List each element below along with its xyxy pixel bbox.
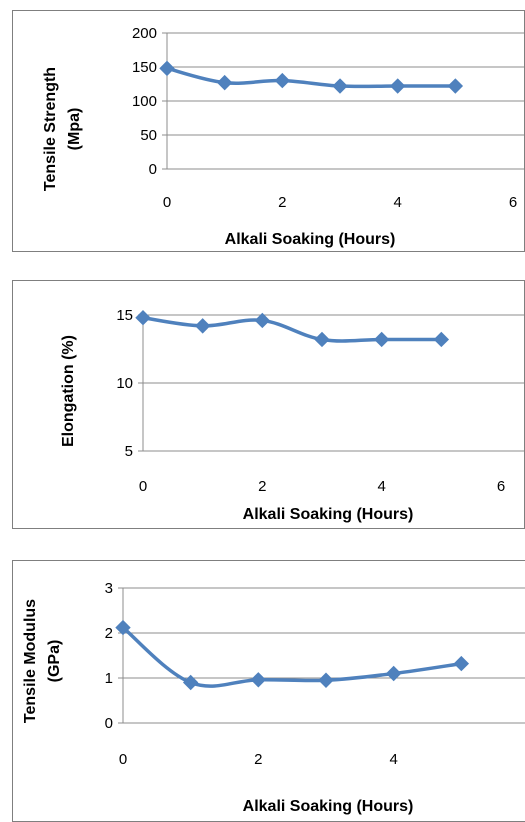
tensile-strength-x-tick-label: 6 — [509, 194, 517, 211]
tensile-strength-data-point — [275, 74, 289, 88]
elongation-chart: 5 10 15 0 2 4 6 Alkali Soaking (Hours) Elongatio… — [12, 280, 525, 529]
elongation-x-axis-title: Alkali Soaking (Hours) — [243, 506, 414, 523]
tensile-modulus-chart: 01230246Alkali Soaking (Hours)Tensile Mo… — [12, 560, 525, 822]
tensile-strength-data-point — [448, 79, 462, 93]
elongation-y-axis-title: Elongation (%) — [60, 335, 77, 447]
tensile-strength-data-point — [218, 76, 232, 90]
tensile-modulus-y-tick-label: 1 — [105, 670, 113, 687]
tensile-strength-plot: 0 50 100 150 200 0 2 4 6 Alkali Soaking (Hours) Te… — [13, 11, 524, 251]
tensile-modulus-series-line — [123, 628, 461, 687]
tensile-modulus-y-axis-title: (GPa) — [46, 640, 63, 683]
elongation-y-tick-label: 15 — [116, 307, 133, 324]
tensile-modulus-y-tick-label: 0 — [105, 715, 113, 732]
tensile-modulus-x-tick-label: 2 — [254, 751, 262, 768]
elongation-data-point — [315, 332, 329, 346]
tensile-strength-data-point — [160, 61, 174, 75]
tensile-strength-y-tick-label: 0 — [149, 161, 157, 178]
tensile-strength-data-point — [391, 79, 405, 93]
tensile-strength-x-axis-title: Alkali Soaking (Hours) — [225, 231, 396, 248]
elongation-data-point — [196, 319, 210, 333]
tensile-modulus-plot: 01230246Alkali Soaking (Hours)Tensile Mo… — [13, 561, 525, 821]
tensile-strength-y-axis-title: (Mpa) — [66, 108, 83, 151]
elongation-x-tick-label: 0 — [139, 478, 147, 495]
tensile-modulus-y-axis-title: Tensile Modulus — [22, 599, 39, 723]
elongation-y-tick-label: 10 — [116, 375, 133, 392]
elongation-x-tick-label: 4 — [377, 478, 385, 495]
tensile-strength-y-tick-label: 50 — [140, 127, 157, 144]
tensile-strength-y-axis-title: Tensile Strength — [42, 67, 59, 191]
tensile-strength-x-tick-label: 2 — [278, 194, 286, 211]
elongation-y-tick-label: 5 — [125, 443, 133, 460]
tensile-modulus-data-point — [454, 657, 468, 671]
tensile-strength-y-tick-label: 150 — [132, 59, 157, 76]
elongation-data-point — [434, 332, 448, 346]
tensile-modulus-y-tick-label: 3 — [105, 580, 113, 597]
tensile-strength-y-tick-label: 200 — [132, 25, 157, 42]
tensile-modulus-data-point — [319, 673, 333, 687]
tensile-modulus-y-tick-label: 2 — [105, 625, 113, 642]
tensile-strength-y-tick-label: 100 — [132, 93, 157, 110]
tensile-modulus-x-tick-label: 4 — [389, 751, 397, 768]
tensile-strength-series-line — [167, 68, 455, 86]
tensile-strength-data-point — [333, 79, 347, 93]
tensile-strength-chart: 0 50 100 150 200 0 2 4 6 Alkali Soaking (Hours) Te… — [12, 10, 525, 252]
tensile-strength-x-tick-label: 4 — [393, 194, 401, 211]
elongation-data-point — [255, 313, 269, 327]
tensile-modulus-x-tick-label: 0 — [119, 751, 127, 768]
elongation-data-point — [136, 311, 150, 325]
tensile-modulus-x-axis-title: Alkali Soaking (Hours) — [243, 798, 414, 815]
elongation-series-line — [143, 318, 441, 341]
tensile-strength-x-tick-label: 0 — [163, 194, 171, 211]
tensile-modulus-data-point — [251, 673, 265, 687]
elongation-data-point — [375, 332, 389, 346]
elongation-x-tick-label: 2 — [258, 478, 266, 495]
elongation-x-tick-label: 6 — [497, 478, 505, 495]
elongation-plot: 5 10 15 0 2 4 6 Alkali Soaking (Hours) Elongatio… — [13, 281, 524, 528]
